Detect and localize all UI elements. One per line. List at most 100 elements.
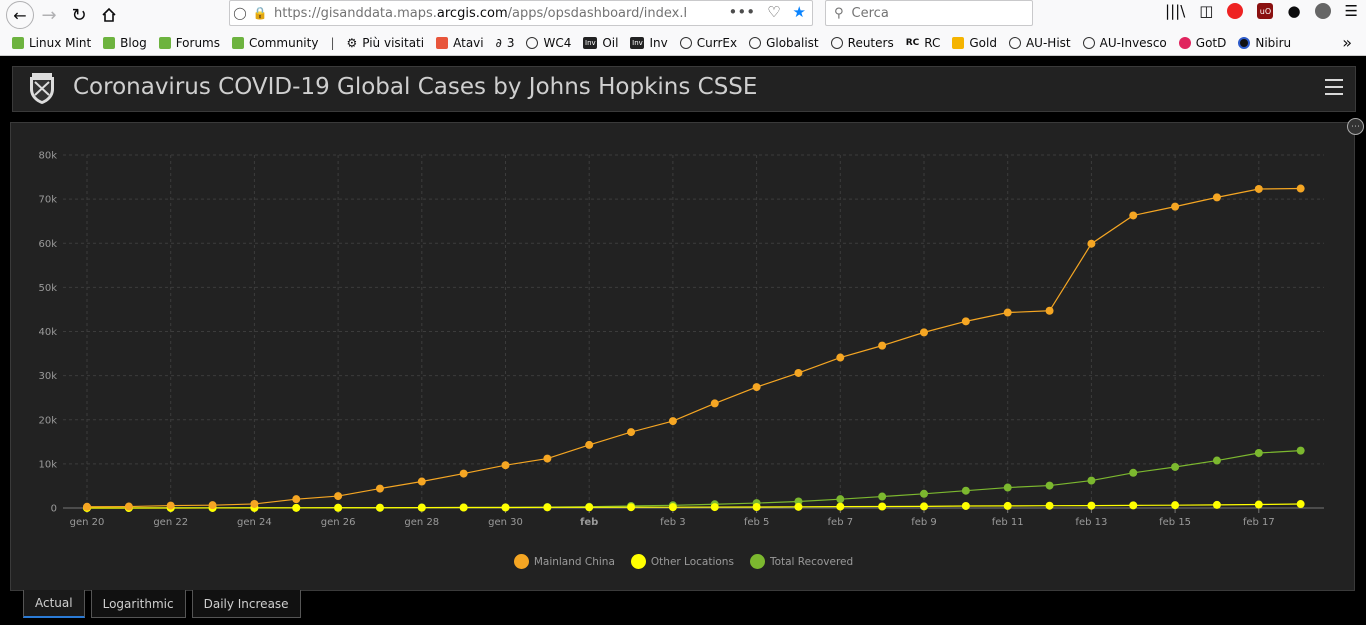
globe-icon bbox=[1008, 36, 1021, 49]
bookmark-wc4[interactable]: WC4 bbox=[526, 36, 571, 50]
data-point bbox=[878, 341, 887, 350]
legend-swatch-icon bbox=[749, 554, 765, 569]
bookmark-blog[interactable]: Blog bbox=[103, 36, 147, 50]
bookmark-label: Forums bbox=[175, 35, 220, 50]
data-point bbox=[836, 502, 845, 511]
data-point bbox=[920, 328, 928, 337]
data-point bbox=[878, 492, 887, 501]
data-point bbox=[417, 503, 426, 512]
tab-actual[interactable]: Actual bbox=[23, 590, 85, 618]
globe-icon bbox=[679, 36, 692, 49]
bookmark-linux-mint[interactable]: Linux Mint bbox=[12, 36, 91, 50]
vivaldi-extension-icon[interactable] bbox=[1227, 3, 1244, 19]
cases-line-chart[interactable]: 0 10k 20k 30k 40k 50k 60k 70k 80k gen 20 gen 22 gen… bbox=[11, 123, 1356, 592]
gear-icon: ⚙ bbox=[346, 35, 358, 50]
tab-logarithmic[interactable]: Logarithmic bbox=[90, 590, 186, 618]
bookmark-au-invesco[interactable]: AU-Invesco bbox=[1082, 36, 1167, 50]
bookmark-3[interactable]: ∂ 3 bbox=[496, 36, 515, 50]
mint-icon bbox=[158, 36, 171, 49]
x-tick-label: feb 3 bbox=[660, 517, 686, 528]
data-point bbox=[166, 501, 175, 510]
bookmark-forums[interactable]: Forums bbox=[158, 35, 220, 50]
bookmark-star-icon[interactable]: ★ bbox=[792, 3, 806, 21]
back-arrow-icon[interactable]: ← bbox=[6, 1, 34, 29]
bookmark-pi-visitati[interactable]: ⚙ Più visitati bbox=[346, 36, 424, 50]
bookmark-label: Inv bbox=[649, 35, 668, 50]
data-point bbox=[1087, 476, 1096, 485]
tab-daily-increase[interactable]: Daily Increase bbox=[191, 590, 301, 618]
extension-icon[interactable]: ● bbox=[1287, 2, 1301, 20]
lock-icon[interactable]: 🔒 bbox=[252, 6, 268, 20]
bookmark-label: AU-Hist bbox=[1025, 35, 1071, 50]
bookmark-gold[interactable]: Gold bbox=[952, 36, 997, 50]
bookmark-inv[interactable]: Inv Inv bbox=[630, 35, 668, 50]
bookmark-label: Gold bbox=[969, 35, 997, 50]
bookmark-reuters[interactable]: Reuters bbox=[830, 36, 894, 50]
reload-icon[interactable]: ↻ bbox=[71, 4, 87, 26]
globe-icon bbox=[749, 36, 762, 49]
data-point bbox=[1087, 239, 1096, 248]
y-tick-label: 80k bbox=[38, 151, 57, 162]
ublock-icon[interactable]: uO bbox=[1257, 3, 1274, 19]
more-bookmarks-icon[interactable]: » bbox=[1342, 33, 1352, 52]
bookmark-label: Community bbox=[248, 35, 319, 50]
library-icon[interactable]: |||\ bbox=[1165, 2, 1186, 20]
data-point bbox=[836, 353, 845, 362]
search-bar[interactable]: ⚲ Cerca bbox=[825, 0, 1033, 26]
series-line-other-locations bbox=[86, 503, 1301, 509]
data-point bbox=[543, 454, 552, 463]
data-point bbox=[292, 495, 301, 504]
data-point bbox=[1129, 501, 1138, 510]
data-point bbox=[752, 502, 761, 511]
chart-tabs: Actual Logarithmic Daily Increase bbox=[23, 590, 301, 618]
data-point bbox=[208, 501, 217, 510]
bookmark-rc[interactable]: RC RC bbox=[906, 36, 941, 50]
url-text[interactable]: https://gisanddata.maps.arcgis.com/apps/… bbox=[274, 5, 686, 21]
data-point bbox=[710, 399, 719, 408]
y-tick-label: 70k bbox=[38, 195, 57, 206]
page-actions-icon[interactable]: ••• bbox=[728, 3, 756, 21]
bookmark-gotd[interactable]: GotD bbox=[1178, 36, 1226, 50]
legend-item[interactable]: Total Recovered bbox=[749, 554, 853, 569]
bookmark-au-hist[interactable]: AU-Hist bbox=[1008, 35, 1071, 50]
bookmark-community[interactable]: Community bbox=[231, 35, 319, 50]
forward-arrow-icon[interactable]: → bbox=[41, 4, 57, 26]
bookmark-oil[interactable]: Inv Oil bbox=[583, 36, 618, 50]
data-point bbox=[794, 368, 803, 377]
bookmark-label: Linux Mint bbox=[29, 35, 92, 50]
x-tick-label: gen 24 bbox=[237, 517, 272, 528]
shield-icon bbox=[436, 36, 449, 49]
y-tick-label: 0 bbox=[51, 504, 57, 515]
url-bar[interactable]: ◯ 🔒 https://gisanddata.maps.arcgis.com/a… bbox=[229, 0, 813, 26]
bookmark-label: RC bbox=[924, 35, 941, 50]
legend-item[interactable]: Other Locations bbox=[630, 554, 734, 569]
bookmark-globalist[interactable]: Globalist bbox=[749, 36, 819, 50]
hamburger-menu-icon[interactable]: ☰ bbox=[1344, 2, 1358, 20]
bookmark-label: WC4 bbox=[543, 35, 572, 50]
series-line-total-recovered bbox=[87, 450, 1301, 509]
home-icon[interactable] bbox=[94, 1, 124, 29]
data-point bbox=[920, 502, 928, 511]
panel-options-icon[interactable]: ⋯ bbox=[1347, 118, 1364, 135]
shield-icon[interactable]: ◯ bbox=[233, 6, 247, 20]
bookmark-currex[interactable]: CurrEx bbox=[679, 35, 738, 50]
data-point bbox=[1045, 306, 1054, 315]
menu-icon[interactable] bbox=[1325, 79, 1343, 95]
data-point bbox=[1129, 468, 1138, 477]
bookmark-label: Più visitati bbox=[362, 35, 425, 50]
data-point bbox=[961, 501, 970, 510]
account-avatar-icon[interactable] bbox=[1314, 3, 1331, 19]
bookmark-atavi[interactable]: Atavi bbox=[436, 36, 484, 50]
pocket-icon[interactable]: ♡ bbox=[767, 3, 781, 21]
legend-item[interactable]: Mainland China bbox=[513, 554, 615, 569]
bookmark-label: CurrEx bbox=[696, 35, 738, 50]
data-point bbox=[459, 469, 468, 478]
data-point bbox=[1212, 193, 1221, 202]
bookmark-nibiru[interactable]: Nibiru bbox=[1238, 36, 1291, 50]
legend-swatch-icon bbox=[513, 554, 529, 569]
data-point bbox=[1254, 184, 1263, 193]
data-point bbox=[1171, 501, 1180, 510]
y-tick-label: 40k bbox=[38, 327, 57, 338]
data-point bbox=[1045, 501, 1054, 510]
sidebar-icon[interactable]: ◫ bbox=[1199, 2, 1214, 20]
